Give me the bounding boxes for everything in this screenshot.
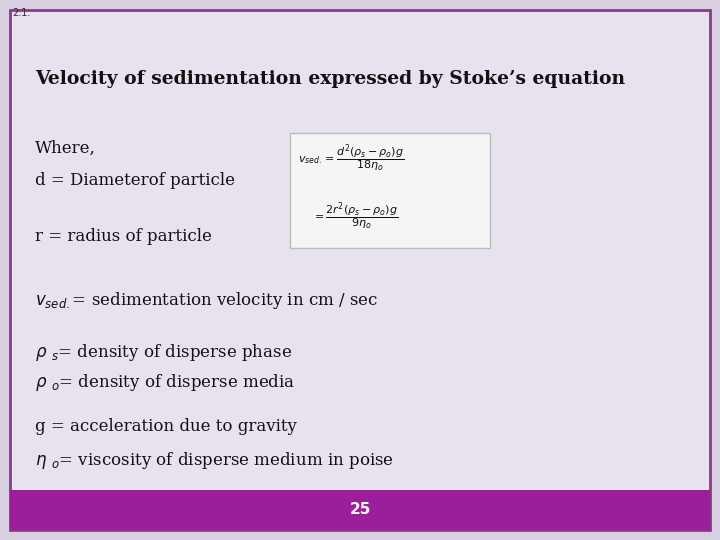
Text: 2.1.: 2.1. [12,8,30,18]
Bar [290,133,490,248]
Bar [10,490,710,530]
Text: $\rho\ _{o}$= density of disperse media: $\rho\ _{o}$= density of disperse media [35,372,295,393]
Text: $\rho\ _{s}$= density of disperse phase: $\rho\ _{s}$= density of disperse phase [35,342,292,363]
Text: Where,: Where, [35,140,96,157]
Text: 25: 25 [349,503,371,517]
Text: d = Diameterof particle: d = Diameterof particle [35,172,235,189]
Text: $\eta\ _{o}$= viscosity of disperse medium in poise: $\eta\ _{o}$= viscosity of disperse medi… [35,450,394,471]
Text: $v_{sed.} = \dfrac{d^{2}(\rho_{s}-\rho_{o})g}{18\eta_{o}}$: $v_{sed.} = \dfrac{d^{2}(\rho_{s}-\rho_{… [298,143,405,175]
Text: r = radius of particle: r = radius of particle [35,228,212,245]
Text: g = acceleration due to gravity: g = acceleration due to gravity [35,418,297,435]
Text: $= \dfrac{2r^{2}(\rho_{s}-\rho_{o})g}{9\eta_{o}}$: $= \dfrac{2r^{2}(\rho_{s}-\rho_{o})g}{9\… [312,201,398,233]
Text: $v_{sed.}$= sedimentation velocity in cm / sec: $v_{sed.}$= sedimentation velocity in cm… [35,290,379,311]
Text: Velocity of sedimentation expressed by Stoke’s equation: Velocity of sedimentation expressed by S… [35,70,625,88]
